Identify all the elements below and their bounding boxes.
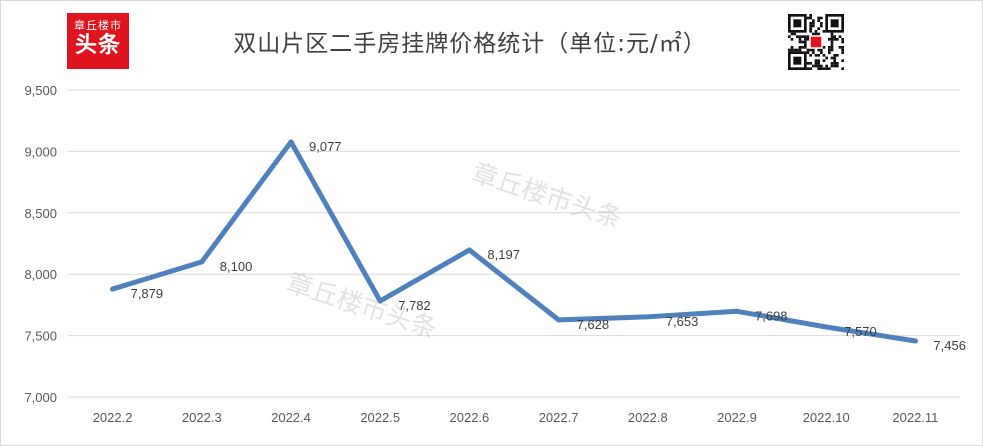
gridlines [68,89,960,398]
data-point [734,308,740,314]
watermark-text: 章丘楼市头条 [468,158,626,235]
y-tick-label: 9,500 [24,83,57,98]
x-tick-label: 2022.10 [803,410,850,425]
data-point [645,314,651,320]
logo-line-1: 章丘楼市 [74,19,122,32]
chart-title: 双山片区二手房挂牌价格统计（单位:元/㎡） [233,31,707,57]
x-tick-label: 2022.5 [360,410,400,425]
y-tick-label: 8,500 [24,206,57,221]
y-axis-ticks: 7,000 7,500 8,000 8,500 9,000 9,500 [24,83,57,405]
x-axis-ticks: 2022.2 2022.3 2022.4 2022.5 2022.6 2022.7 2022… [93,410,939,425]
y-tick-label: 9,000 [24,144,57,159]
data-point [912,338,918,344]
data-labels: 7,879 8,100 9,077 7,782 8,197 7,628 7,653 7,698… [131,139,966,353]
data-point [466,247,472,253]
x-tick-label: 2022.6 [450,410,490,425]
data-label: 9,077 [309,139,342,154]
data-point [110,286,116,292]
qr-code-icon [788,14,844,70]
data-point [556,317,562,323]
x-tick-label: 2022.4 [271,410,311,425]
data-label: 7,570 [844,324,877,339]
x-tick-label: 2022.11 [892,410,938,425]
x-tick-label: 2022.8 [628,410,668,425]
data-label: 7,782 [398,298,431,313]
y-tick-label: 7,000 [24,390,57,405]
data-point [377,298,383,304]
data-label: 8,197 [487,247,520,262]
y-tick-label: 8,000 [24,267,57,282]
data-label: 8,100 [220,259,253,274]
data-point [288,139,294,145]
data-point [199,259,205,265]
brand-logo: 章丘楼市 头条 [67,13,129,69]
data-label: 7,698 [755,308,788,323]
data-label: 7,653 [666,314,699,329]
y-tick-label: 7,500 [24,329,57,344]
data-label: 7,628 [577,317,610,332]
series [110,139,918,344]
x-tick-label: 2022.2 [93,410,133,425]
data-label: 7,879 [131,286,164,301]
data-label: 7,456 [933,338,966,353]
x-tick-label: 2022.3 [182,410,222,425]
logo-line-2: 头条 [74,33,121,58]
x-tick-label: 2022.9 [717,410,757,425]
x-tick-label: 2022.7 [539,410,579,425]
data-point [823,324,829,330]
series-line [110,139,918,344]
